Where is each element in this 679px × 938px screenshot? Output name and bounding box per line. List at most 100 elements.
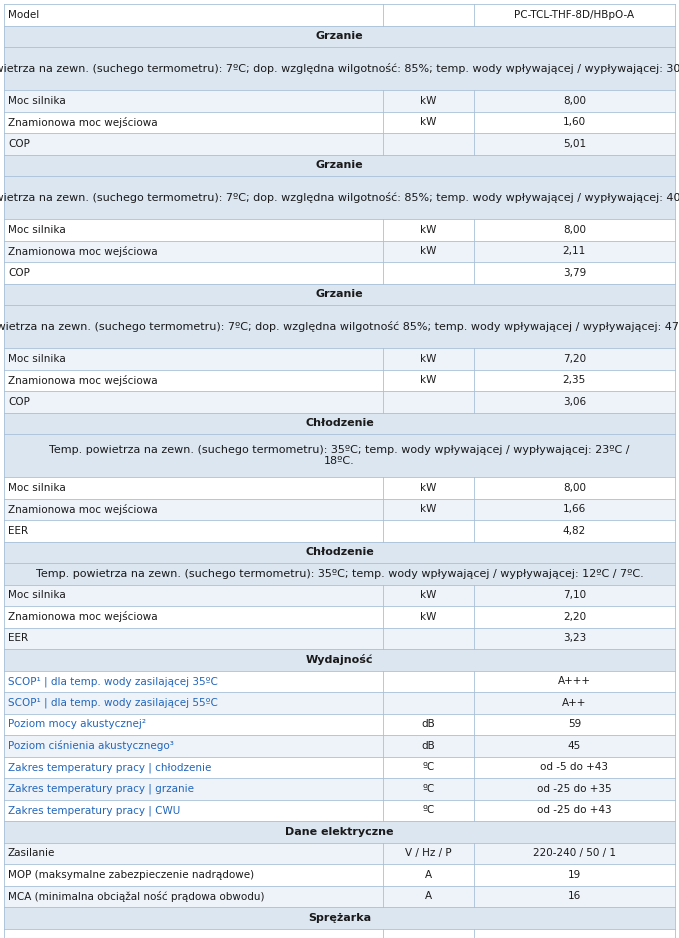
Bar <box>4 541 675 563</box>
Text: 1,66: 1,66 <box>563 505 586 514</box>
Text: 7,10: 7,10 <box>563 590 586 600</box>
Bar <box>4 885 675 907</box>
Bar <box>4 714 675 735</box>
Bar <box>4 584 675 606</box>
Text: 8,00: 8,00 <box>563 225 586 234</box>
Bar <box>4 262 675 283</box>
Text: Temp. powietrza na zewn. (suchego termometru): 35ºC; temp. wody wpływającej / wy: Temp. powietrza na zewn. (suchego termom… <box>35 568 644 579</box>
Text: SCOP¹ | dla temp. wody zasilającej 35ºC: SCOP¹ | dla temp. wody zasilającej 35ºC <box>8 676 218 687</box>
Bar <box>4 864 675 885</box>
Text: ºC: ºC <box>422 805 435 815</box>
Text: 2,11: 2,11 <box>563 247 586 256</box>
Text: Znamionowa moc wejściowa: Znamionowa moc wejściowa <box>8 116 158 128</box>
Text: Grzanie: Grzanie <box>316 31 363 41</box>
Text: Znamionowa moc wejściowa: Znamionowa moc wejściowa <box>8 612 158 622</box>
Bar <box>4 391 675 413</box>
Text: 220-240 / 50 / 1: 220-240 / 50 / 1 <box>533 848 616 858</box>
Bar <box>4 907 675 929</box>
Text: MCA (minimalna obciąžal ność prądowa obwodu): MCA (minimalna obciąžal ność prądowa obw… <box>8 891 265 901</box>
Text: A: A <box>425 891 432 901</box>
Bar <box>4 477 675 498</box>
Text: V / Hz / P: V / Hz / P <box>405 848 452 858</box>
Text: Znamionowa moc wejściowa: Znamionowa moc wejściowa <box>8 246 158 257</box>
Bar <box>4 520 675 541</box>
Text: kW: kW <box>420 117 437 128</box>
Text: SCOP¹ | dla temp. wody zasilającej 55ºC: SCOP¹ | dla temp. wody zasilającej 55ºC <box>8 698 218 708</box>
Text: A+++: A+++ <box>558 676 591 687</box>
Text: dB: dB <box>422 719 435 729</box>
Bar <box>4 240 675 262</box>
Bar <box>4 606 675 628</box>
Bar <box>4 735 675 757</box>
Text: MOP (maksymalne zabezpieczenie nadrądowe): MOP (maksymalne zabezpieczenie nadrądowe… <box>8 870 254 880</box>
Text: Zakres temperatury pracy | CWU: Zakres temperatury pracy | CWU <box>8 805 180 815</box>
Bar <box>4 176 675 219</box>
Bar <box>4 757 675 778</box>
Text: Moc silnika: Moc silnika <box>8 96 66 106</box>
Text: Grzanie: Grzanie <box>316 160 363 171</box>
Text: Temp. powietrza na zewn. (suchego termometru): 7ºC; dop. względna wilgotność 85%: Temp. powietrza na zewn. (suchego termom… <box>0 321 679 332</box>
Text: Moc silnika: Moc silnika <box>8 483 66 492</box>
Bar <box>4 413 675 434</box>
Text: COP: COP <box>8 267 30 278</box>
Text: Model: Model <box>8 9 39 20</box>
Text: ºC: ºC <box>422 763 435 772</box>
Bar <box>4 283 675 305</box>
Text: A: A <box>425 870 432 880</box>
Text: Chłodzenie: Chłodzenie <box>305 418 374 429</box>
Text: Chłodzenie: Chłodzenie <box>305 547 374 557</box>
Text: PC-TCL-THF-8D/HBpO-A: PC-TCL-THF-8D/HBpO-A <box>514 9 634 20</box>
Text: kW: kW <box>420 375 437 386</box>
Text: 4,82: 4,82 <box>563 526 586 536</box>
Text: COP: COP <box>8 139 30 149</box>
Text: Dane elektryczne: Dane elektryczne <box>285 826 394 837</box>
Text: EER: EER <box>8 526 28 536</box>
Text: 5,01: 5,01 <box>563 139 586 149</box>
Bar <box>4 219 675 240</box>
Text: 1,60: 1,60 <box>563 117 586 128</box>
Bar <box>4 671 675 692</box>
Text: COP: COP <box>8 397 30 407</box>
Text: 16: 16 <box>568 891 581 901</box>
Text: Grzanie: Grzanie <box>316 289 363 299</box>
Text: od -5 do +43: od -5 do +43 <box>540 763 608 772</box>
Text: 2,20: 2,20 <box>563 612 586 622</box>
Text: kW: kW <box>420 96 437 106</box>
Text: 3,23: 3,23 <box>563 633 586 643</box>
Text: kW: kW <box>420 483 437 492</box>
Bar <box>4 112 675 133</box>
Bar <box>4 348 675 370</box>
Bar <box>4 929 675 938</box>
Text: EER: EER <box>8 633 28 643</box>
Bar <box>4 4 675 25</box>
Text: 45: 45 <box>568 741 581 750</box>
Text: Poziom mocy akustycznej²: Poziom mocy akustycznej² <box>8 719 146 729</box>
Text: 8,00: 8,00 <box>563 483 586 492</box>
Text: Moc silnika: Moc silnika <box>8 354 66 364</box>
Text: Moc silnika: Moc silnika <box>8 590 66 600</box>
Text: Poziom ciśnienia akustycznego³: Poziom ciśnienia akustycznego³ <box>8 740 174 751</box>
Bar <box>4 498 675 520</box>
Text: Zakres temperatury pracy | grzanie: Zakres temperatury pracy | grzanie <box>8 783 194 794</box>
Bar <box>4 563 675 584</box>
Text: kW: kW <box>420 225 437 234</box>
Bar <box>4 799 675 821</box>
Text: kW: kW <box>420 354 437 364</box>
Bar <box>4 842 675 864</box>
Text: Temp. powietrza na zewn. (suchego termometru): 35ºC; temp. wody wpływającej / wy: Temp. powietrza na zewn. (suchego termom… <box>50 445 629 455</box>
Bar <box>4 133 675 155</box>
Bar <box>4 628 675 649</box>
Text: 19: 19 <box>568 870 581 880</box>
Text: A++: A++ <box>562 698 587 708</box>
Text: Wydajność: Wydajność <box>306 654 373 665</box>
Text: 59: 59 <box>568 719 581 729</box>
Text: kW: kW <box>420 247 437 256</box>
Text: 3,79: 3,79 <box>563 267 586 278</box>
Text: Znamionowa moc wejściowa: Znamionowa moc wejściowa <box>8 504 158 515</box>
Bar <box>4 25 675 47</box>
Text: kW: kW <box>420 612 437 622</box>
Bar <box>4 821 675 842</box>
Text: 18ºC.: 18ºC. <box>324 456 355 466</box>
Text: Zasilanie: Zasilanie <box>8 848 56 858</box>
Bar <box>4 305 675 348</box>
